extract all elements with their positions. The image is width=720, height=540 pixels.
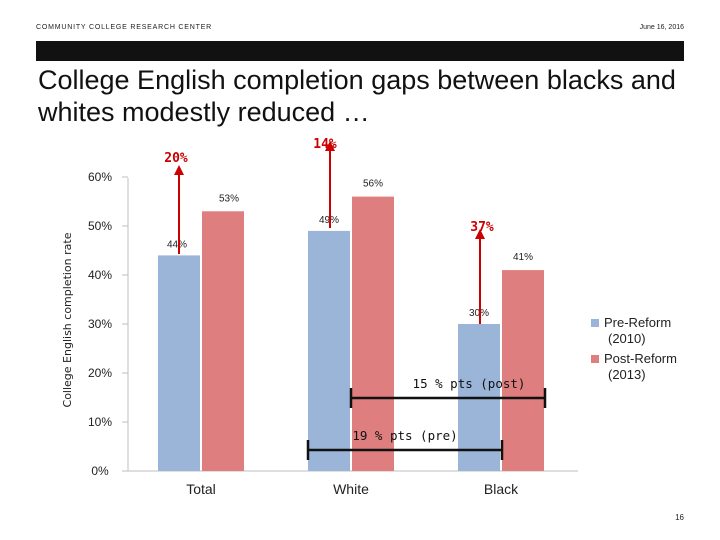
gap-pre-label: 19 % pts (pre) — [352, 428, 457, 443]
bar-pre-white — [308, 230, 350, 471]
y-tick-label: 20% — [88, 366, 112, 380]
gain-label: 14% — [313, 137, 337, 152]
legend-pre-swatch — [591, 319, 599, 327]
category-label: Total — [186, 481, 216, 497]
header-bar — [36, 41, 684, 61]
legend-pre-text-line1: Pre-Reform — [604, 315, 671, 330]
org-name: COMMUNITY COLLEGE RESEARCH CENTER — [36, 24, 213, 31]
legend-post-text-line2: (2013) — [608, 367, 646, 382]
slide-title: College English completion gaps between … — [38, 65, 676, 127]
y-tick-label: 0% — [91, 464, 109, 478]
data-label: 44% — [167, 239, 187, 250]
y-tick-label: 40% — [88, 268, 112, 282]
y-axis-label: College English completion rate — [61, 232, 74, 407]
data-label: 53% — [219, 193, 239, 204]
legend-post-swatch — [591, 355, 599, 363]
page-number: 16 — [675, 513, 684, 522]
y-tick-label: 30% — [88, 317, 112, 331]
bar-post-total — [202, 211, 244, 472]
y-tick-label: 10% — [88, 415, 112, 429]
legend-post-text-line1: Post-Reform — [604, 351, 677, 366]
gain-label: 20% — [164, 151, 188, 166]
category-label: White — [333, 481, 369, 497]
gap-post-label: 15 % pts (post) — [413, 376, 526, 391]
bar-post-black — [502, 270, 544, 471]
bar-post-white — [352, 196, 394, 471]
bar-pre-total — [158, 255, 200, 471]
y-tick-label: 50% — [88, 219, 112, 233]
y-tick-label: 60% — [88, 170, 112, 184]
gain-label: 37% — [470, 220, 494, 235]
legend-pre-text-line2: (2010) — [608, 331, 646, 346]
data-label: 41% — [513, 252, 533, 263]
data-label: 56% — [363, 179, 383, 190]
date-label: June 16, 2016 — [639, 24, 684, 31]
category-label: Black — [484, 481, 519, 497]
